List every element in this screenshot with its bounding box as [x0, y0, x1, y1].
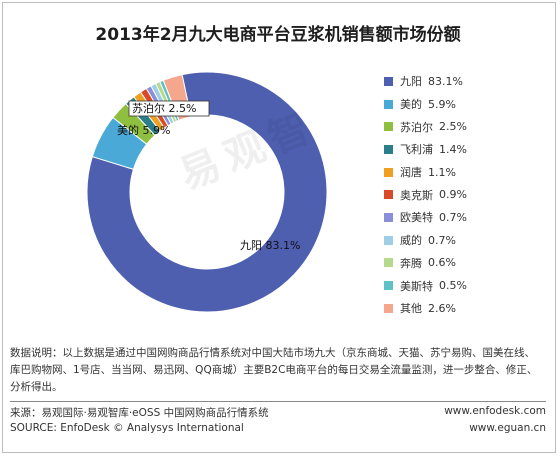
data-note: 数据说明：以上数据是通过中国网购商品行情系统对中国大陆市场九大（京东商城、天猫、… [10, 347, 538, 393]
legend-label: 苏泊尔 [400, 120, 433, 134]
legend-item: 润唐 1.1% [384, 161, 549, 184]
chart-legend: 九阳 83.1% 美的 5.9% 苏泊尔 2.5% 飞利浦 1.4% 润唐 1.1% 奥克斯 0.9%… [384, 70, 549, 320]
data-label-3: 苏泊尔 2.5% [132, 102, 196, 115]
legend-item: 飞利浦 1.4% [384, 138, 549, 161]
chart-title: 2013年2月九大电商平台豆浆机销售额市场份额 [95, 25, 461, 45]
legend-item: 美斯特 0.5% [384, 274, 549, 297]
legend-value: 2.5% [439, 120, 467, 134]
legend-item: 欧美特 0.7% [384, 206, 549, 229]
data-label-box [128, 100, 210, 117]
donut-chart: 九阳 83.1% 美的 5.9% 苏泊尔 2.5% [86, 71, 328, 313]
legend-swatch [384, 76, 393, 86]
legend-swatch [384, 281, 393, 291]
legend-swatch [384, 144, 393, 154]
legend-value: 1.1% [428, 165, 456, 179]
footer-divider [10, 401, 546, 402]
legend-label: 奥克斯 [400, 188, 433, 202]
legend-label: 飞利浦 [400, 143, 433, 157]
donut-slice-1 [86, 71, 328, 313]
legend-value: 1.4% [439, 142, 467, 156]
legend-label: 九阳 [400, 75, 422, 89]
website-eguan: www.eguan.cn [469, 422, 546, 434]
legend-item: 奥克斯 0.9% [384, 183, 549, 206]
source-chinese: 来源：易观国际·易观智库·eOSS 中国网购商品行情系统 [10, 407, 269, 419]
legend-label: 润唐 [400, 166, 422, 180]
legend-item: 美的 5.9% [384, 93, 549, 116]
legend-value: 0.7% [439, 210, 467, 224]
legend-value: 0.6% [428, 256, 456, 270]
legend-item: 奔腾 0.6% [384, 252, 549, 275]
legend-label: 奔腾 [400, 256, 422, 270]
legend-swatch [384, 190, 393, 200]
legend-item: 威的 0.7% [384, 229, 549, 252]
legend-value: 0.5% [439, 279, 467, 293]
data-label-1: 九阳 83.1% [240, 239, 300, 252]
legend-value: 5.9% [428, 97, 456, 111]
legend-swatch [384, 99, 393, 109]
data-label-2: 美的 5.9% [117, 123, 170, 137]
legend-label: 威的 [400, 234, 422, 248]
legend-label: 其他 [400, 302, 422, 316]
legend-swatch [384, 258, 393, 268]
legend-swatch [384, 235, 393, 245]
legend-label: 美的 [400, 98, 422, 112]
source-english: SOURCE: EnfoDesk © Analysys Internationa… [10, 422, 244, 434]
legend-item: 苏泊尔 2.5% [384, 115, 549, 138]
legend-value: 83.1% [428, 74, 463, 88]
legend-swatch [384, 122, 393, 132]
legend-item: 九阳 83.1% [384, 70, 549, 93]
legend-value: 0.7% [428, 233, 456, 247]
legend-swatch [384, 303, 393, 313]
legend-label: 欧美特 [400, 211, 433, 225]
legend-swatch [384, 167, 393, 177]
legend-item: 其他 2.6% [384, 297, 549, 320]
legend-value: 0.9% [439, 188, 467, 202]
legend-label: 美斯特 [400, 279, 433, 293]
legend-swatch [384, 212, 393, 222]
legend-value: 2.6% [428, 301, 456, 315]
website-enfodesk: www.enfodesk.com [444, 405, 546, 417]
